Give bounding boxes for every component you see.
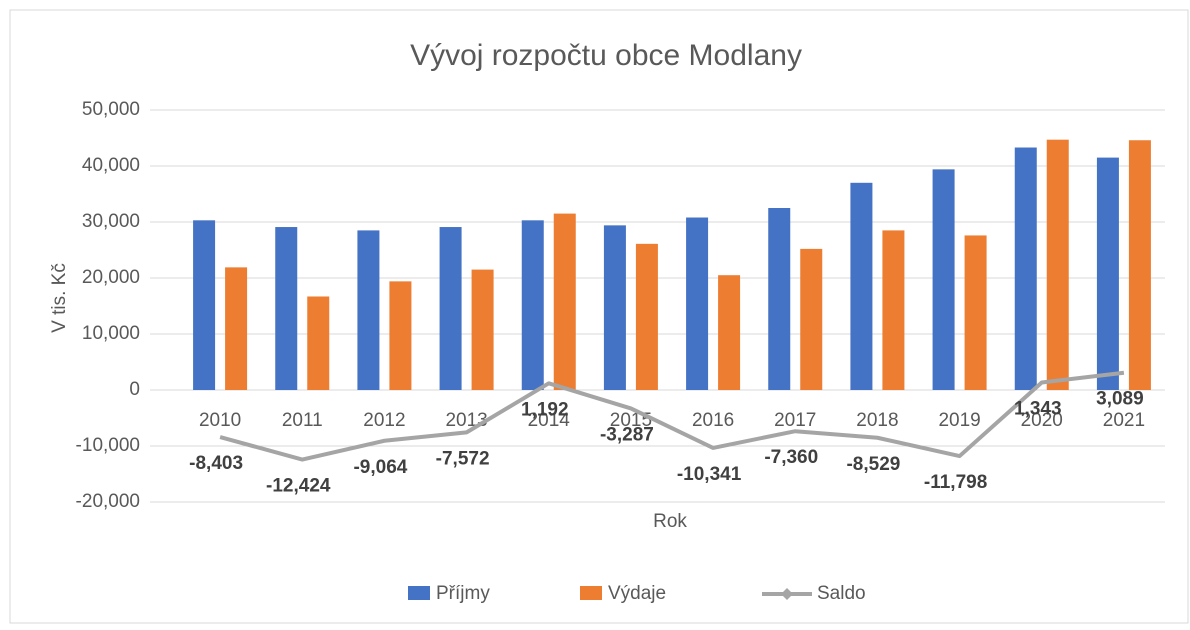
legend-swatch — [408, 586, 430, 600]
x-axis-title: Rok — [653, 511, 687, 532]
y-tick-label: 0 — [129, 379, 140, 400]
y-tick-label: 30,000 — [82, 211, 140, 232]
y-tick-label: 10,000 — [82, 323, 140, 344]
data-label: -9,064 — [353, 457, 407, 478]
data-label: -3,287 — [600, 424, 654, 445]
x-tick-label: 2011 — [282, 410, 323, 431]
bar — [521, 220, 544, 390]
y-tick-label: -20,000 — [76, 491, 140, 512]
data-label: -8,529 — [846, 454, 900, 475]
x-tick-label: 2018 — [856, 410, 898, 431]
bar — [882, 230, 905, 390]
y-axis-title: V tis. Kč — [49, 263, 70, 333]
bar — [225, 267, 248, 390]
bar — [800, 248, 823, 390]
bar — [193, 220, 216, 390]
legend-marker — [781, 588, 793, 600]
y-tick-label: 20,000 — [82, 267, 140, 288]
bar — [275, 227, 298, 390]
line — [219, 370, 1125, 462]
x-tick-label: 2013 — [445, 410, 487, 431]
bar — [718, 275, 741, 390]
data-label: -11,798 — [924, 472, 987, 493]
bar — [686, 217, 709, 390]
chart-title: Vývoj rozpočtu obce Modlany — [410, 39, 802, 72]
x-tick-label: 2012 — [363, 410, 405, 431]
bar — [471, 269, 494, 390]
bar — [1128, 140, 1151, 390]
data-label: -7,572 — [436, 448, 490, 469]
x-tick-label: 2019 — [938, 410, 980, 431]
data-label: -12,424 — [266, 476, 331, 497]
y-tick-label: 40,000 — [82, 155, 140, 176]
data-label: 3,089 — [1096, 389, 1144, 410]
bar — [1046, 139, 1069, 390]
legend-label: Výdaje — [608, 583, 666, 604]
x-tick-label: 2020 — [1021, 410, 1063, 431]
x-tick-label: 2021 — [1103, 410, 1145, 431]
bar — [439, 227, 462, 390]
legend-swatch — [580, 586, 602, 600]
legend-label: Příjmy — [436, 583, 490, 604]
x-tick-label: 2010 — [199, 410, 241, 431]
x-tick-label: 2017 — [774, 410, 816, 431]
bar — [307, 296, 330, 390]
data-label: -10,341 — [677, 464, 742, 485]
bar — [932, 169, 955, 390]
data-label: -8,403 — [189, 453, 243, 474]
data-label: 1,343 — [1014, 398, 1062, 419]
bar — [389, 281, 412, 390]
data-label: 1,192 — [521, 399, 569, 420]
bar — [850, 182, 873, 390]
bar — [964, 235, 987, 390]
legend-label: Saldo — [817, 583, 866, 604]
x-tick-label: 2016 — [692, 410, 734, 431]
y-tick-label: 50,000 — [82, 99, 140, 120]
bar — [635, 243, 658, 390]
y-tick-label: -10,000 — [76, 435, 140, 456]
data-label: -7,360 — [764, 447, 818, 468]
bar — [1014, 147, 1037, 390]
bar — [1096, 157, 1119, 390]
bar — [553, 213, 576, 390]
x-tick-label: 2014 — [528, 410, 571, 431]
bar — [357, 230, 380, 390]
chart-border — [9, 9, 1189, 624]
bar — [603, 225, 626, 390]
bar — [768, 208, 791, 390]
